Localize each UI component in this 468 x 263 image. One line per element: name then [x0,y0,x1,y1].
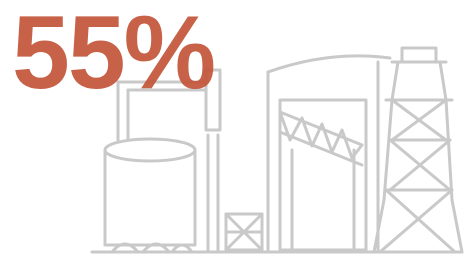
infographic: 55% [0,0,468,263]
headline-stat: 55% [12,0,214,111]
